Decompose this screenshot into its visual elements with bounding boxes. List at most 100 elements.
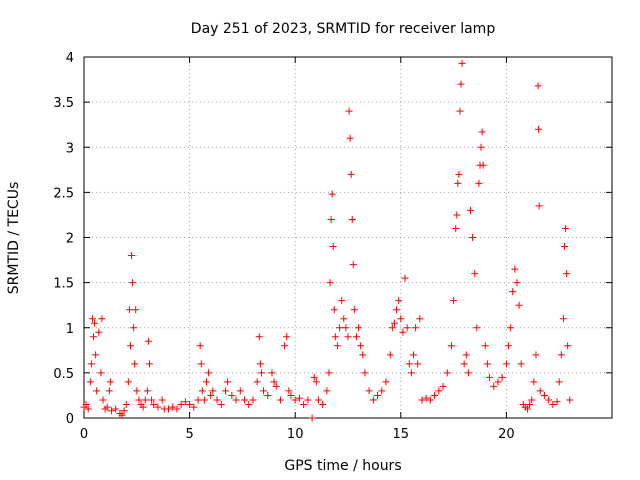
data-point-plus (87, 360, 95, 368)
data-point-plus (333, 342, 341, 350)
data-point-plus (287, 391, 295, 399)
data-point-plus (509, 288, 517, 296)
data-point-plus (143, 387, 151, 395)
data-point-plus (326, 279, 334, 287)
data-point-plus (93, 387, 101, 395)
data-point-plus (91, 319, 99, 327)
data-point-plus (131, 360, 139, 368)
x-tick-label: 10 (287, 427, 304, 442)
data-point-plus (285, 387, 293, 395)
data-point-plus (197, 360, 205, 368)
data-point-plus (107, 407, 115, 415)
data-point-plus (228, 391, 236, 399)
data-point-plus (422, 394, 430, 402)
data-point-plus (129, 279, 137, 287)
data-point-plus (319, 400, 327, 408)
data-point-plus (486, 373, 494, 381)
data-point-plus (125, 306, 133, 314)
data-point-plus (141, 396, 149, 404)
data-point-plus (450, 297, 458, 305)
data-point-plus (135, 396, 143, 404)
x-tick-label: 15 (393, 427, 410, 442)
y-tick-label: 2.5 (53, 186, 74, 201)
data-point-plus (190, 403, 198, 411)
data-point-plus (256, 360, 264, 368)
data-point-plus (202, 378, 210, 386)
data-point-plus (511, 265, 519, 273)
data-point-plus (272, 382, 280, 390)
data-point-plus (331, 333, 339, 341)
data-point-plus (416, 315, 424, 323)
data-point-plus (173, 405, 181, 413)
axis-layer: 0 5 10 15 20 0 0.5 1 1.5 2 2.5 3 3.5 4 (53, 51, 613, 442)
data-point-plus (359, 351, 367, 359)
data-point-plus (453, 211, 461, 219)
data-point-plus (84, 405, 92, 413)
data-point-plus (513, 279, 521, 287)
data-point-plus (88, 315, 96, 323)
data-point-plus (505, 342, 513, 350)
data-point-plus (198, 387, 206, 395)
data-point-plus (99, 396, 107, 404)
data-point-plus (559, 315, 567, 323)
y-axis-label: SRMTID / TECUs (6, 182, 22, 295)
data-point-plus (457, 80, 465, 88)
data-point-plus (526, 400, 534, 408)
data-point-plus (312, 378, 320, 386)
data-point-plus (365, 387, 373, 395)
data-point-plus (390, 319, 398, 327)
data-point-plus (270, 378, 278, 386)
data-point-plus (481, 342, 489, 350)
data-point-plus (462, 351, 470, 359)
data-point-plus (145, 360, 153, 368)
y-tick-label: 3 (66, 141, 74, 156)
data-point-plus (498, 373, 506, 381)
data-point-plus (133, 387, 141, 395)
data-point-plus (106, 378, 114, 386)
data-point-plus (328, 190, 336, 198)
data-point-plus (181, 398, 189, 406)
data-point-plus (342, 324, 350, 332)
data-point-plus (412, 324, 420, 332)
data-point-plus (553, 398, 561, 406)
data-point-plus (177, 400, 185, 408)
data-point-plus (524, 405, 532, 413)
data-point-plus (455, 170, 463, 178)
data-point-plus (98, 315, 106, 323)
data-point-plus (378, 387, 386, 395)
data-point-plus (130, 324, 138, 332)
data-point-plus (397, 315, 405, 323)
data-point-plus (454, 179, 462, 187)
data-point-plus (217, 400, 225, 408)
data-point-plus (471, 270, 479, 278)
data-point-plus (405, 360, 413, 368)
data-point-plus (452, 224, 460, 232)
data-point-plus (460, 360, 468, 368)
data-point-plus (393, 306, 401, 314)
data-point-plus (464, 369, 472, 377)
data-point-plus (382, 378, 390, 386)
data-point-plus (314, 396, 322, 404)
data-point-plus (340, 315, 348, 323)
x-tick-label: 0 (80, 427, 88, 442)
data-point-plus (103, 403, 111, 411)
y-tick-label: 3.5 (53, 96, 74, 111)
data-point-plus (399, 328, 407, 336)
data-point-plus (224, 378, 232, 386)
data-point-plus (456, 107, 464, 115)
data-point-plus (502, 360, 510, 368)
data-point-plus (530, 378, 538, 386)
data-point-plus (347, 170, 355, 178)
data-point-plus (310, 373, 318, 381)
data-point-plus (241, 396, 249, 404)
data-point-plus (295, 394, 303, 402)
data-point-plus (357, 342, 365, 350)
data-point-plus (139, 403, 147, 411)
data-point-plus (458, 59, 466, 67)
data-point-plus (329, 243, 337, 251)
data-point-plus (557, 351, 565, 359)
data-point-plus (268, 369, 276, 377)
data-point-plus (348, 215, 356, 223)
data-point-plus (536, 387, 544, 395)
